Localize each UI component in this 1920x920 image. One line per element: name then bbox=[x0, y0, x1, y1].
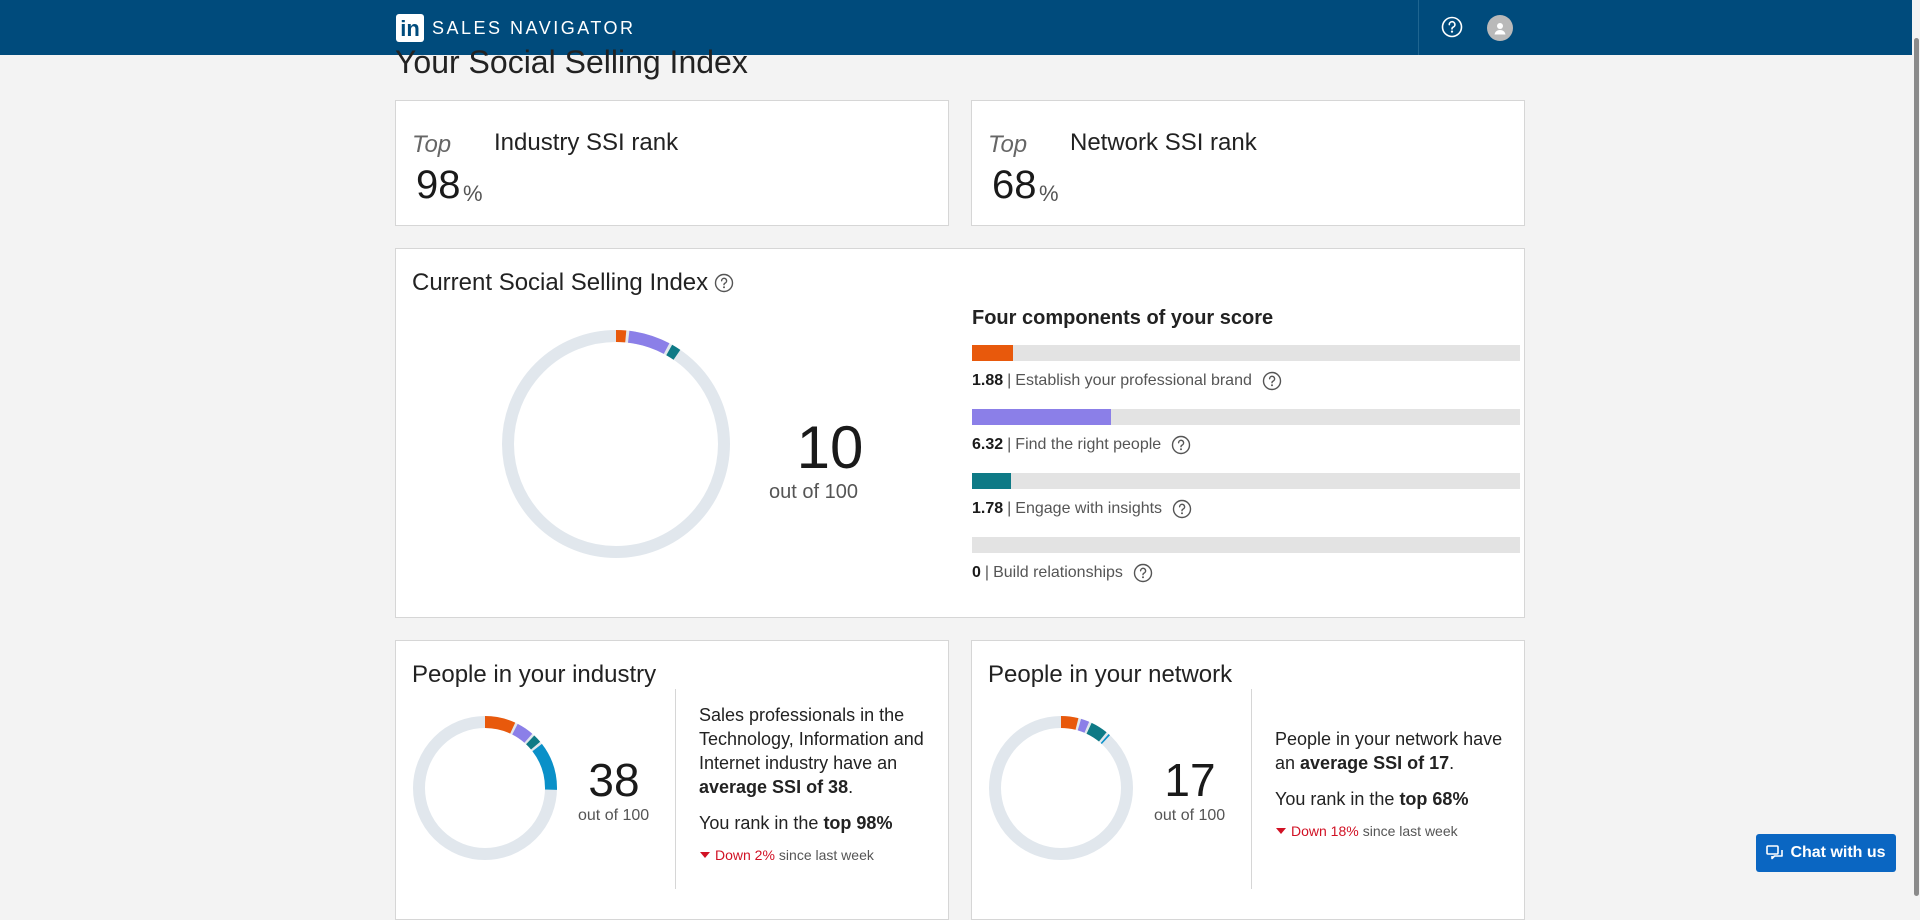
rank-prefix: You rank in the bbox=[699, 813, 824, 833]
network-rank-text: You rank in the top 68% bbox=[1275, 787, 1513, 811]
people-score-fill bbox=[972, 409, 1111, 425]
page-title: Your Social Selling Index bbox=[395, 44, 748, 80]
person-silhouette-icon bbox=[1494, 23, 1506, 35]
relationships-score-value: 0 bbox=[972, 564, 981, 581]
separator: | bbox=[1007, 436, 1012, 453]
people-score-value: 6.32 bbox=[972, 436, 1004, 453]
industry-rank-top: top 98% bbox=[823, 813, 893, 833]
insights-component-name: Engage with insights bbox=[1015, 500, 1163, 517]
scrollbar-thumb[interactable] bbox=[1914, 38, 1919, 896]
chat-with-us-button[interactable]: Chat with us bbox=[1756, 834, 1896, 872]
network-rank-card: Top Network SSI rank 68 % bbox=[971, 100, 1525, 226]
trend-suffix: since last week bbox=[1362, 823, 1458, 839]
network-desc-end: . bbox=[1449, 753, 1455, 773]
trend-suffix: since last week bbox=[778, 847, 874, 863]
network-rank-value: 68 bbox=[992, 163, 1037, 207]
card-divider bbox=[675, 689, 676, 889]
brand-segment bbox=[413, 716, 557, 860]
help-circle-icon[interactable] bbox=[714, 273, 734, 293]
ssi-score-out-of: out of 100 bbox=[769, 481, 858, 503]
network-out-of: out of 100 bbox=[1154, 807, 1226, 824]
industry-desc-text: Sales professionals in the Technology, I… bbox=[699, 705, 924, 773]
separator: | bbox=[984, 564, 990, 581]
rank-top-label: Top bbox=[412, 131, 452, 158]
nav-divider bbox=[1418, 0, 1419, 55]
industry-rank-text: You rank in the top 98% bbox=[699, 811, 937, 835]
industry-rank-value: 98 bbox=[416, 163, 461, 207]
network-avg-score: 17 bbox=[1164, 754, 1216, 806]
network-people-title: People in your network bbox=[988, 661, 1233, 688]
insights-score-fill bbox=[972, 473, 1012, 489]
network-rank-top: top 68% bbox=[1399, 789, 1469, 809]
donut-track bbox=[502, 330, 730, 558]
ssi-donut-chart bbox=[502, 330, 730, 558]
network-avg-text: average SSI of 17 bbox=[1300, 753, 1450, 773]
network-trend: Down 18% since last week bbox=[1276, 823, 1458, 839]
donut-track bbox=[989, 716, 1133, 860]
brand-score-value: 1.88 bbox=[972, 372, 1004, 389]
industry-rank-unit: % bbox=[463, 181, 483, 206]
brand-score-fill bbox=[972, 345, 1014, 361]
network-rank-unit: % bbox=[1039, 181, 1059, 206]
network-people-card: People in your network 17 out of 100 Peo… bbox=[971, 640, 1525, 920]
industry-people-title: People in your industry bbox=[412, 661, 657, 688]
relationships-segment bbox=[413, 716, 557, 860]
insights-component-label: 1.78 | Engage with insights bbox=[972, 499, 1192, 519]
insights-score-value: 1.78 bbox=[972, 500, 1004, 517]
insights-score-bar bbox=[972, 473, 1520, 489]
ssi-score-value: 10 bbox=[796, 414, 864, 481]
network-description: People in your network have an average S… bbox=[1275, 727, 1513, 775]
current-ssi-title: Current Social Selling Index bbox=[412, 269, 709, 296]
industry-out-of: out of 100 bbox=[578, 807, 650, 824]
brand-segment bbox=[989, 716, 1133, 860]
relationships-component-name: Build relationships bbox=[993, 564, 1123, 581]
current-ssi-card: Current Social Selling Index 10 out of 1… bbox=[395, 248, 1525, 618]
help-circle-icon[interactable] bbox=[1441, 16, 1463, 38]
industry-trend: Down 2% since last week bbox=[700, 847, 874, 863]
brand-title: SALES NAVIGATOR bbox=[432, 17, 636, 38]
help-circle-icon[interactable] bbox=[1171, 435, 1191, 455]
card-divider bbox=[1251, 689, 1252, 889]
industry-rank-card: Top Industry SSI rank 98 % bbox=[395, 100, 949, 226]
linkedin-logo-icon: in bbox=[396, 14, 424, 42]
industry-donut-chart bbox=[413, 716, 557, 860]
brand-score-bar bbox=[972, 345, 1520, 361]
rank-top-label: Top bbox=[988, 131, 1028, 158]
help-circle-icon[interactable] bbox=[1172, 499, 1192, 519]
caret-down-icon bbox=[1276, 828, 1286, 834]
help-circle-icon[interactable] bbox=[1262, 371, 1282, 391]
industry-avg-score: 38 bbox=[588, 754, 640, 806]
relationships-score-bar bbox=[972, 537, 1520, 553]
top-nav-bar: in SALES NAVIGATOR bbox=[0, 0, 1920, 55]
industry-description: Sales professionals in the Technology, I… bbox=[699, 703, 937, 799]
trend-down-value: Down 18% bbox=[1291, 823, 1359, 839]
separator: | bbox=[1007, 500, 1012, 517]
brand-component-label: 1.88 | Establish your professional brand bbox=[972, 371, 1282, 391]
rank-prefix: You rank in the bbox=[1275, 789, 1400, 809]
people-component-label: 6.32 | Find the right people bbox=[972, 435, 1191, 455]
relationships-component-label: 0 | Build relationships bbox=[972, 563, 1153, 583]
network-desc-text: People in your network have an bbox=[1275, 729, 1503, 773]
network-rank-title: Network SSI rank bbox=[1070, 129, 1257, 156]
brand-component-name: Establish your professional brand bbox=[1015, 372, 1252, 389]
people-component-name: Find the right people bbox=[1015, 436, 1162, 453]
industry-people-card: People in your industry 38 out of 100 Sa… bbox=[395, 640, 949, 920]
chat-button-label: Chat with us bbox=[1790, 844, 1886, 861]
user-avatar-icon[interactable] bbox=[1487, 15, 1513, 41]
trend-down-value: Down 2% bbox=[715, 847, 775, 863]
sales-navigator-home-link[interactable]: in SALES NAVIGATOR bbox=[396, 14, 636, 42]
people-score-bar bbox=[972, 409, 1520, 425]
help-circle-icon[interactable] bbox=[1133, 563, 1153, 583]
separator: | bbox=[1007, 372, 1012, 389]
caret-down-icon bbox=[700, 852, 710, 858]
brand-segment bbox=[502, 330, 730, 558]
industry-rank-title: Industry SSI rank bbox=[494, 129, 679, 156]
chat-bubbles-icon bbox=[1766, 845, 1784, 860]
industry-avg-text: average SSI of 38 bbox=[699, 777, 849, 797]
components-heading: Four components of your score bbox=[972, 307, 1274, 329]
network-donut-chart bbox=[989, 716, 1133, 860]
industry-desc-end: . bbox=[848, 777, 854, 797]
